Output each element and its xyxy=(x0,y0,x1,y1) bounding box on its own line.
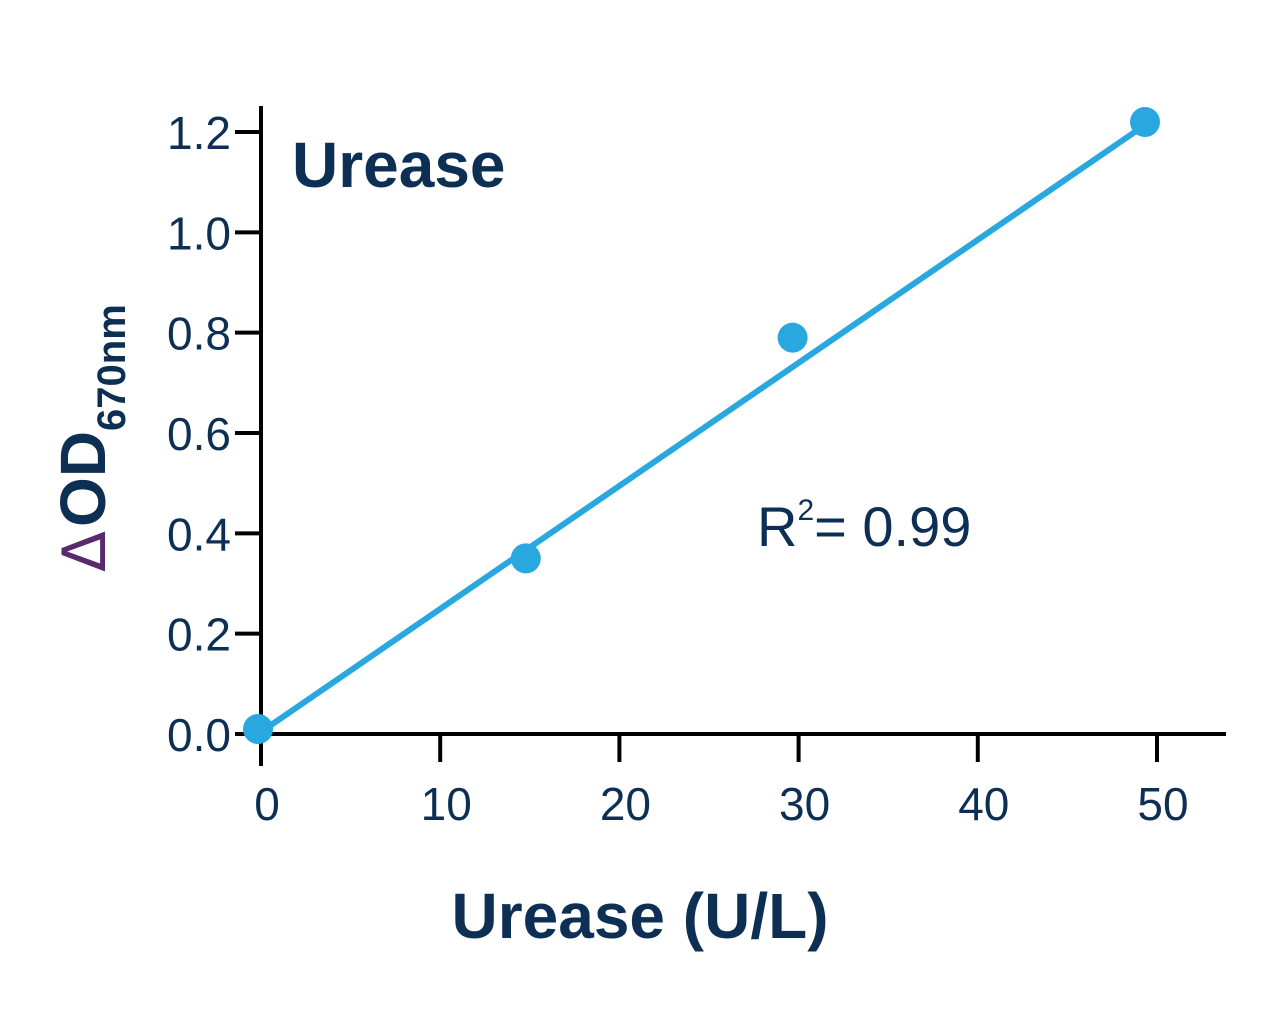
y-tick-label: 1.0 xyxy=(167,207,231,259)
svg-text:ΔOD670nm: ΔOD670nm xyxy=(47,304,134,572)
y-axis-label: ΔOD670nm xyxy=(47,304,134,572)
x-axis-label: Urease (U/L) xyxy=(452,880,829,952)
y-tick-label: 0.8 xyxy=(167,308,231,360)
y-tick-label: 0.6 xyxy=(167,408,231,460)
x-tick-label: 20 xyxy=(600,778,651,830)
x-tick-label: 40 xyxy=(958,778,1009,830)
fit-line xyxy=(255,121,1148,737)
y-axis: 0.0 0.2 0.4 0.6 0.8 1.0 1.2 xyxy=(167,106,263,766)
r-squared-value: = 0.99 xyxy=(814,495,971,558)
data-points xyxy=(243,106,1160,744)
data-point xyxy=(510,543,541,574)
r-squared-superscript: 2 xyxy=(797,494,814,527)
y-axis-label-main: OD xyxy=(47,431,119,527)
data-point xyxy=(243,713,273,744)
delta-icon: Δ xyxy=(50,531,120,572)
y-tick-label: 1.2 xyxy=(167,107,231,159)
data-point xyxy=(777,322,808,353)
r-squared-base: R xyxy=(757,495,797,558)
fit-line-group xyxy=(255,121,1148,737)
y-tick-label: 0.2 xyxy=(167,609,231,661)
x-axis: 0 10 20 30 40 50 xyxy=(243,732,1226,830)
x-tick-label: 0 xyxy=(254,778,280,830)
data-point xyxy=(1130,106,1160,137)
chart-title: Urease xyxy=(292,129,506,201)
y-tick-label: 0.4 xyxy=(167,508,231,560)
r-squared-annotation: R2= 0.99 xyxy=(757,494,971,558)
y-tick-label: 0.0 xyxy=(167,709,231,761)
x-tick-label: 10 xyxy=(421,778,472,830)
y-axis-label-subscript: 670nm xyxy=(90,304,134,431)
x-tick-label: 30 xyxy=(779,778,830,830)
x-tick-label: 50 xyxy=(1137,778,1188,830)
